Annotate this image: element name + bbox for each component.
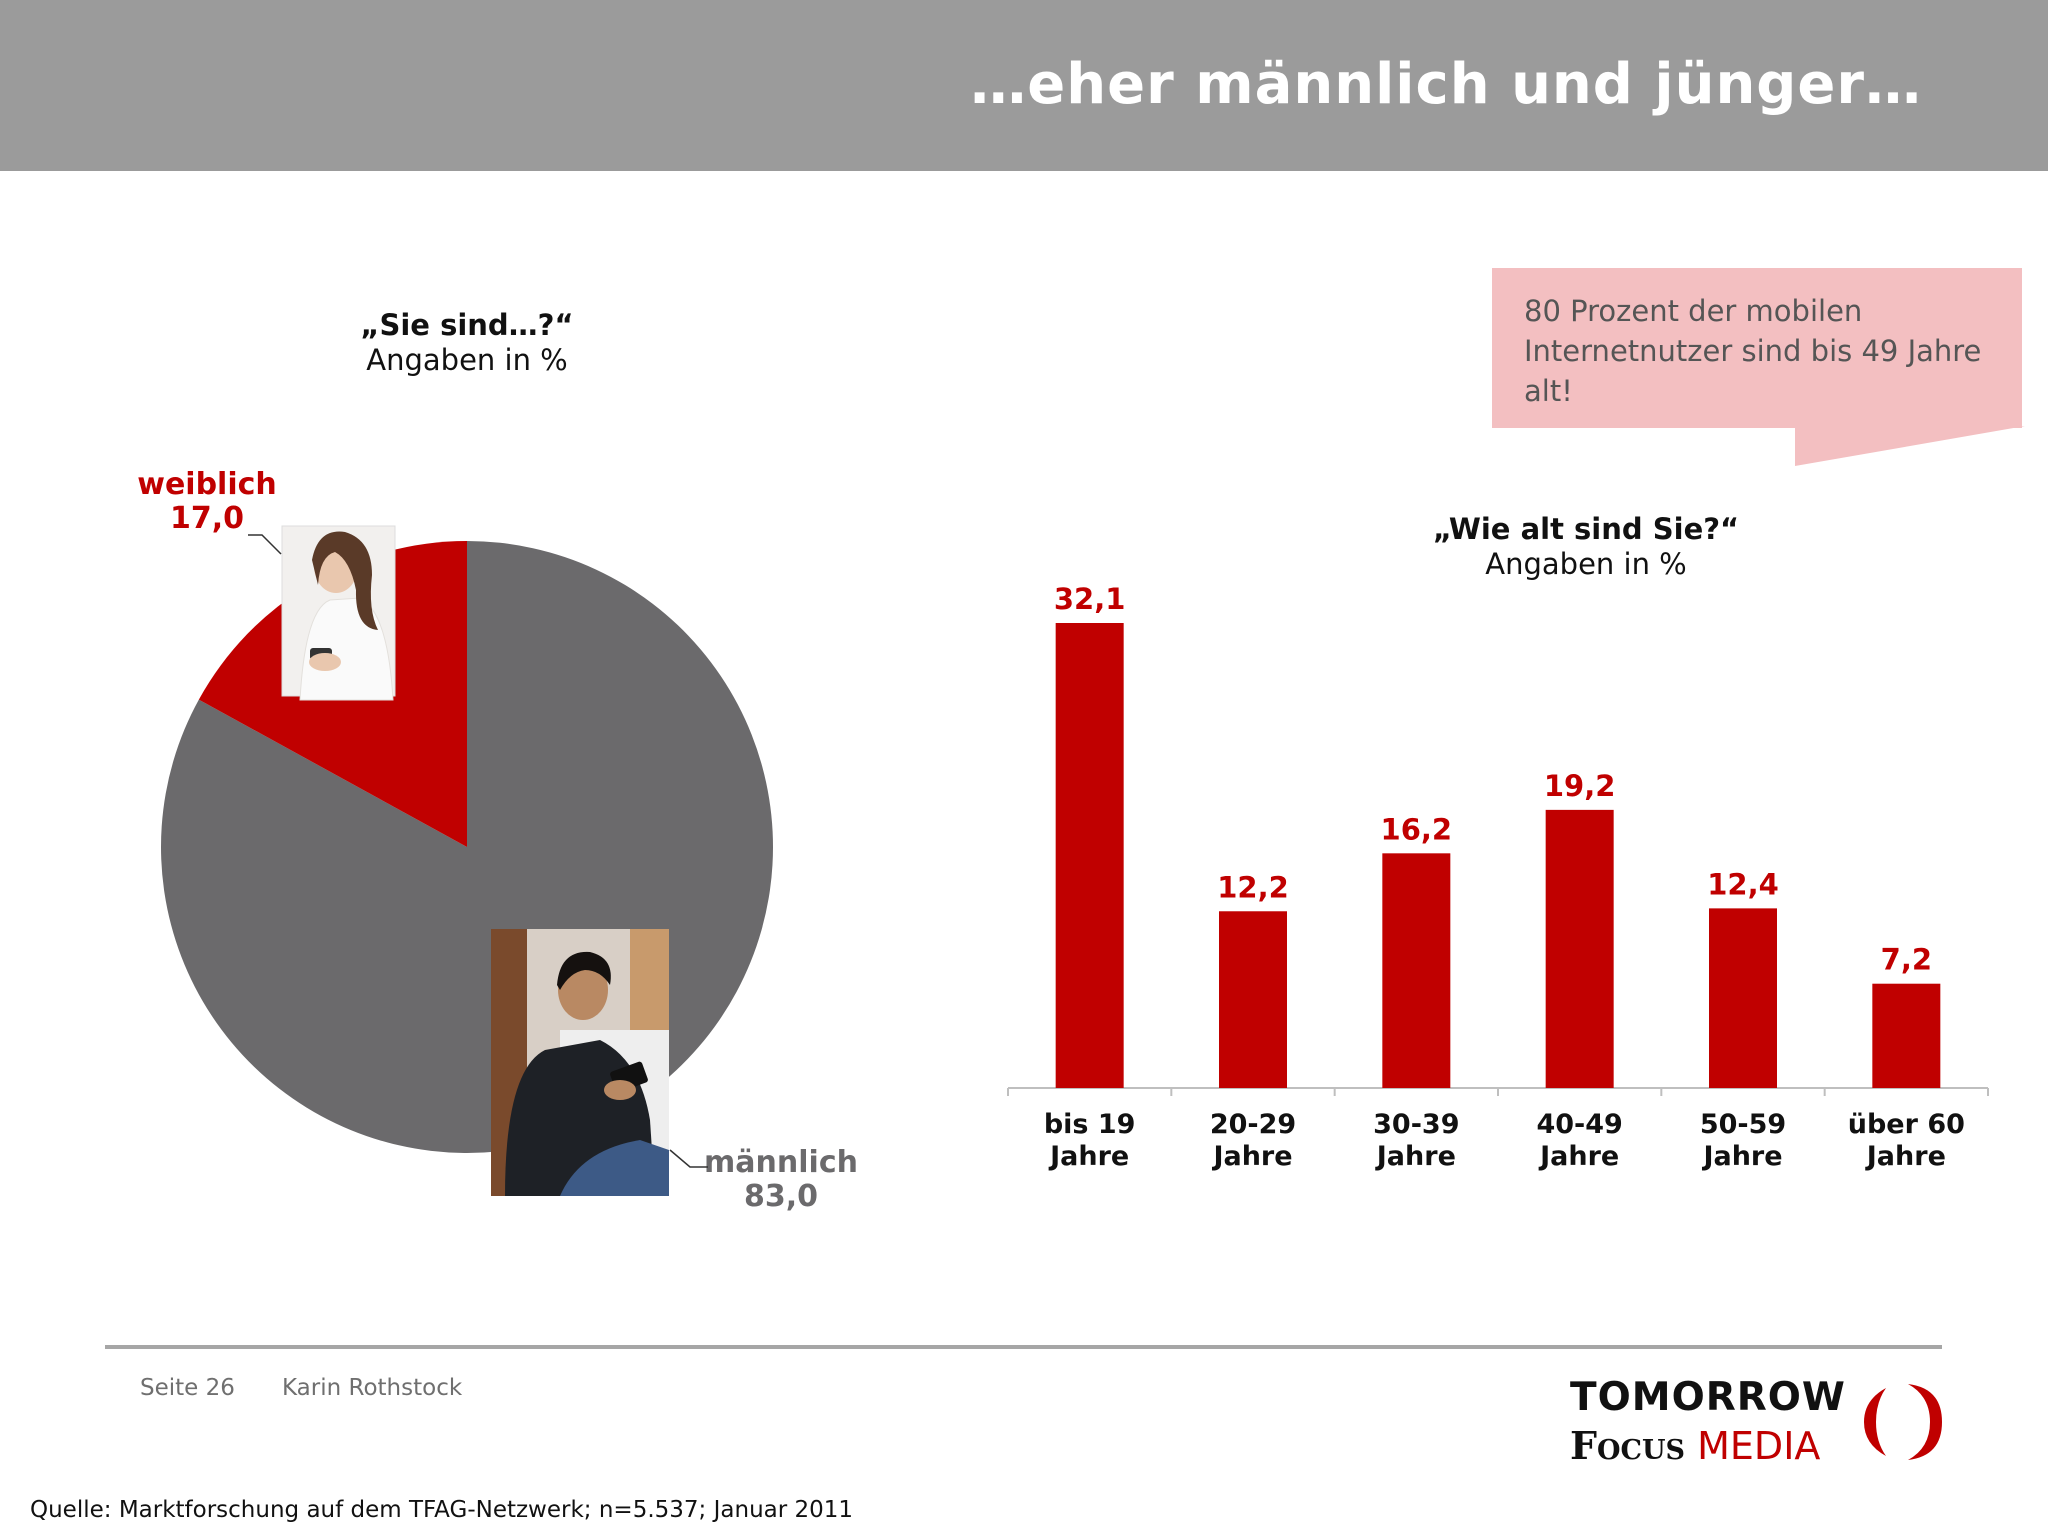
man-photo [491,929,669,1196]
bar-value-label: 32,1 [1054,582,1126,616]
bar-category-label: Jahre [1048,1141,1129,1172]
bar-chart-heading: „Wie alt sind Sie?“ Angaben in % [1406,512,1766,582]
callout-tail [1795,426,2025,466]
bar-category-label: Jahre [1375,1141,1456,1172]
bar-value-label: 19,2 [1544,769,1616,803]
logo-media: MEDIA [1697,1424,1821,1468]
pie-chart [161,541,774,1154]
bar-chart-subtitle: Angaben in % [1485,547,1687,581]
bar-category-label: Jahre [1538,1141,1619,1172]
pie-chart-title: „Sie sind…?“ [360,308,574,342]
bar-category-label: 50-59 [1700,1109,1786,1140]
header-bar [0,0,2048,171]
pie-value-weiblich: 17,0 [170,501,244,536]
logo-ring-icon [1864,1384,1942,1460]
bar-category-label: Jahre [1211,1141,1292,1172]
logo-focus: Focus [1570,1423,1686,1468]
bar [1709,908,1777,1088]
pie-leader-weiblich [248,534,282,555]
author-name: Karin Rothstock [282,1375,463,1401]
logo-focus-media: Focus MEDIA [1570,1423,1820,1468]
source-note: Quelle: Marktforschung auf dem TFAG-Netz… [30,1497,854,1523]
bar-category-label: über 60 [1848,1109,1965,1140]
page-number: Seite 26 [140,1375,235,1401]
bar-value-label: 12,4 [1707,867,1779,901]
woman-photo [281,525,396,701]
callout-box [1492,268,2022,428]
bar-category-label: 30-39 [1373,1109,1459,1140]
bar-value-label: 7,2 [1881,943,1932,977]
pie-value-maennlich: 83,0 [744,1179,818,1214]
pie-label-weiblich: weiblich [137,467,277,502]
bar-category-label: Jahre [1865,1141,1946,1172]
pie-label-maennlich: männlich [704,1145,858,1180]
bar [1382,853,1451,1088]
logo-tomorrow: TOMORROW [1570,1375,1846,1420]
slide-title: …eher männlich und jünger… [970,52,1922,117]
bar-category-label: bis 19 [1044,1109,1136,1140]
footer-divider [105,1345,1942,1349]
bar-chart-title: „Wie alt sind Sie?“ [1432,512,1740,546]
bar [1545,809,1614,1088]
callout-text: 80 Prozent der mobilen Internetnutzer si… [1524,294,1982,408]
bar [1055,623,1124,1088]
bar-category-label: 40-49 [1536,1109,1622,1140]
bar [1872,983,1941,1088]
pie-chart-subtitle: Angaben in % [366,343,568,377]
bar [1219,911,1287,1088]
pie-chart-heading: „Sie sind…?“ Angaben in % [317,308,617,378]
bar-value-label: 12,2 [1217,870,1289,904]
pie-leader-maennlich [669,1149,708,1168]
bar-value-label: 16,2 [1381,812,1453,846]
bar-category-label: Jahre [1701,1141,1782,1172]
bar-category-label: 20-29 [1210,1109,1296,1140]
